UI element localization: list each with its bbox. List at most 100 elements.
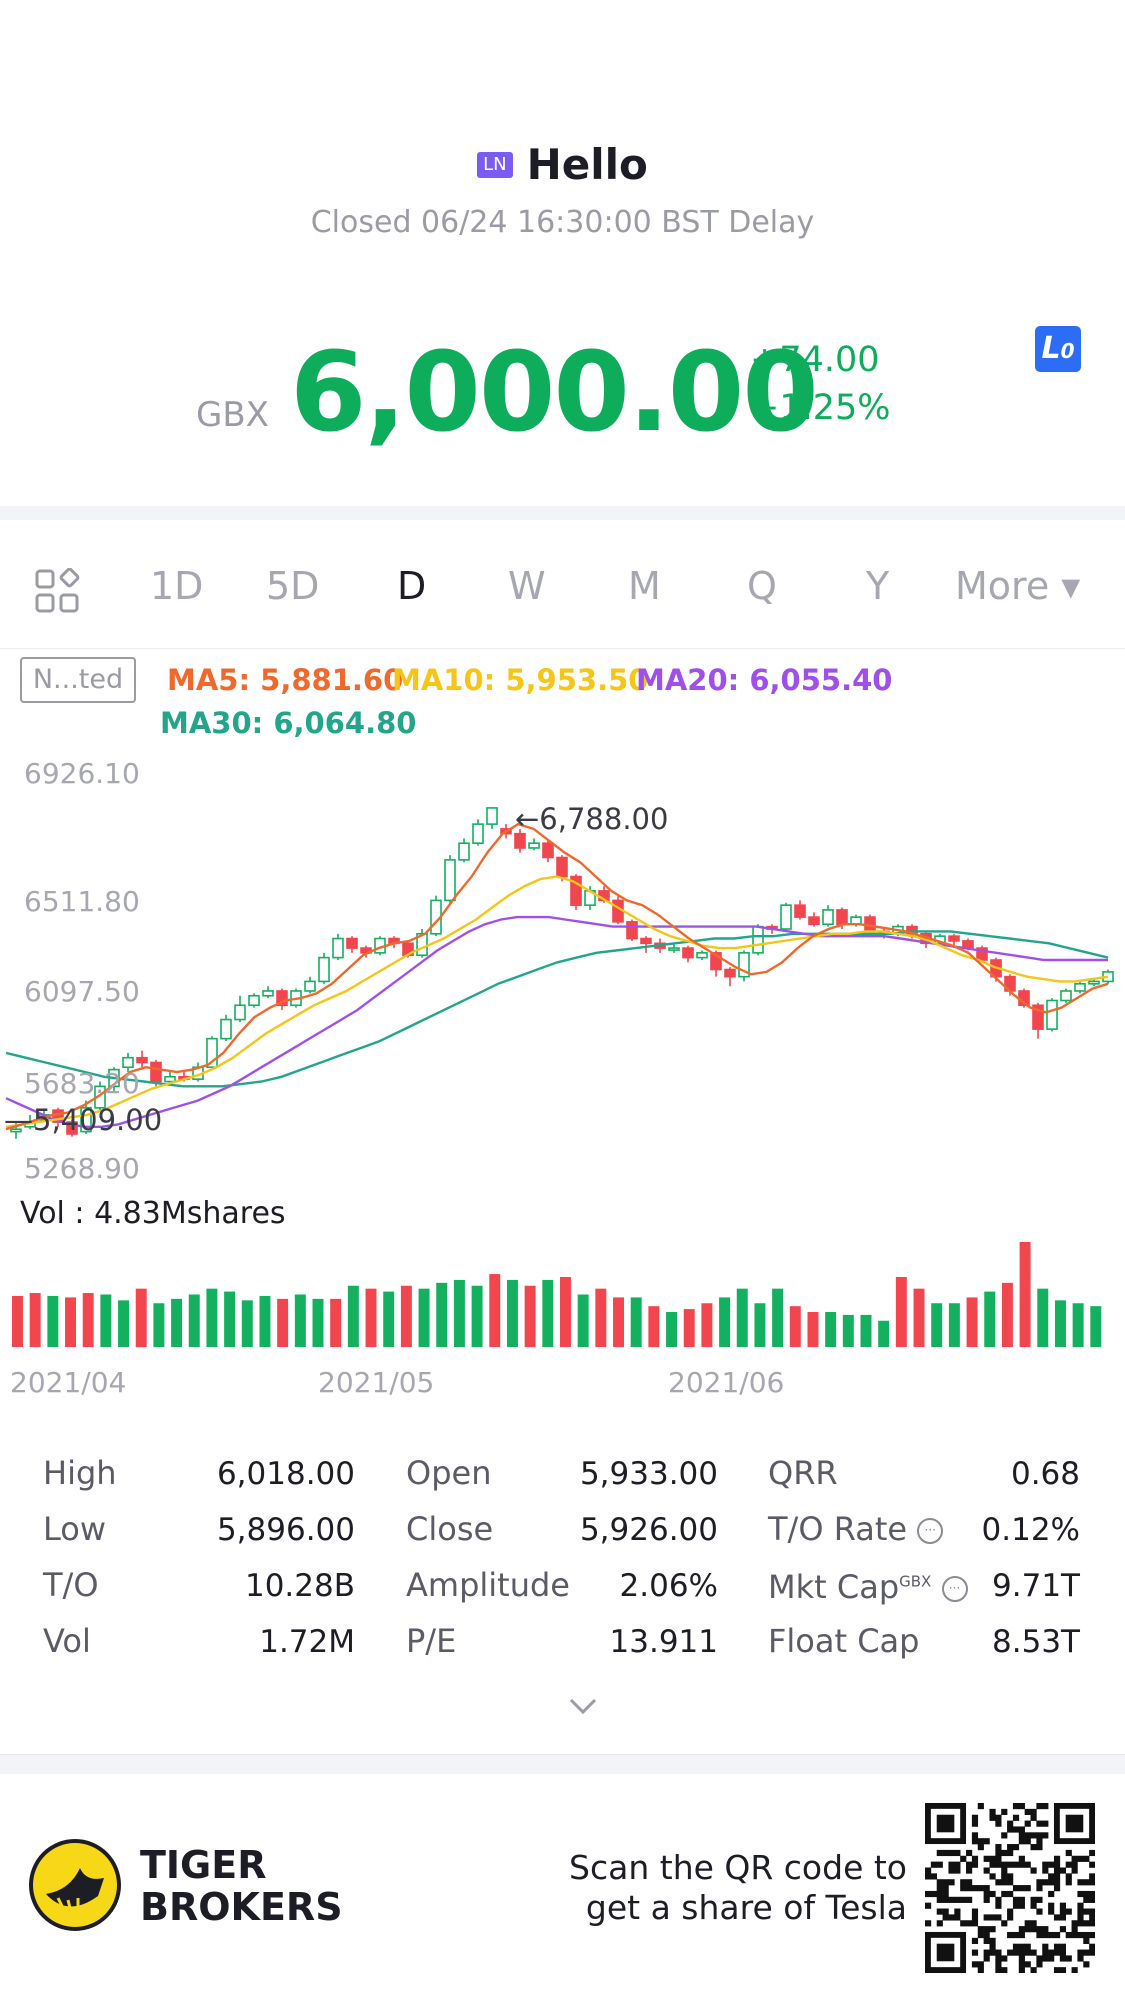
qr-module bbox=[1018, 1861, 1025, 1868]
period-tab-bar: 1D 5D D W M Q Y More ▾ bbox=[0, 548, 1125, 626]
qr-module bbox=[1042, 1867, 1049, 1874]
volume-bar bbox=[241, 1300, 253, 1347]
brand-line: BROKERS bbox=[140, 1885, 343, 1929]
volume-bar bbox=[577, 1294, 589, 1347]
qr-module bbox=[936, 1879, 943, 1886]
qr-module bbox=[989, 1808, 996, 1816]
qr-module bbox=[1007, 1826, 1014, 1833]
qr-module bbox=[1059, 1902, 1066, 1909]
qr-module bbox=[942, 1896, 949, 1903]
qr-module bbox=[1053, 1914, 1061, 1921]
qr-module bbox=[1024, 1920, 1031, 1927]
tab-yearly[interactable]: Y bbox=[866, 564, 890, 608]
qr-module bbox=[942, 1879, 949, 1886]
qr-module bbox=[966, 1879, 973, 1886]
qr-module bbox=[1012, 1885, 1020, 1892]
tab-5d[interactable]: 5D bbox=[266, 564, 320, 608]
qr-module bbox=[1012, 1949, 1020, 1956]
qr-module bbox=[1065, 1879, 1072, 1886]
volume-bar bbox=[754, 1303, 766, 1347]
qr-module bbox=[1030, 1902, 1037, 1909]
brand-line: TIGER bbox=[140, 1843, 267, 1887]
stat-value-high: 6,018.00 bbox=[216, 1456, 355, 1492]
qr-module bbox=[1024, 1961, 1031, 1968]
qr-module bbox=[995, 1849, 1002, 1857]
qr-module bbox=[1042, 1861, 1049, 1868]
candle-body bbox=[682, 947, 694, 959]
promo-footer: TIGER BROKERS Scan the QR code to get a … bbox=[0, 1774, 1125, 2003]
layout-grid-icon[interactable] bbox=[34, 568, 80, 614]
candle-body bbox=[696, 952, 708, 959]
ma5-line bbox=[5, 822, 1109, 1131]
qr-module bbox=[942, 1849, 949, 1857]
qr-module bbox=[1036, 1961, 1043, 1968]
tab-1d[interactable]: 1D bbox=[150, 564, 204, 608]
qr-module bbox=[966, 1920, 973, 1927]
stat-label-amplitude: Amplitude bbox=[406, 1566, 570, 1604]
qr-module bbox=[1089, 1920, 1095, 1927]
qr-module bbox=[1089, 1931, 1095, 1939]
qr-module bbox=[960, 1896, 967, 1903]
tab-monthly[interactable]: M bbox=[628, 564, 661, 608]
qr-module bbox=[1071, 1931, 1078, 1939]
volume-bar bbox=[630, 1297, 642, 1347]
volume-bar bbox=[277, 1298, 289, 1347]
qr-module bbox=[1030, 1896, 1037, 1903]
qr-module bbox=[1065, 1873, 1072, 1880]
info-icon[interactable]: ··· bbox=[917, 1518, 944, 1544]
volume-bar bbox=[807, 1312, 819, 1347]
qr-module bbox=[1018, 1838, 1025, 1845]
qr-module bbox=[942, 1914, 949, 1921]
candlestick-chart[interactable] bbox=[0, 740, 1125, 1400]
candle-body bbox=[1046, 999, 1058, 1030]
price-change: +74.00 bbox=[750, 340, 880, 380]
volume-bar bbox=[984, 1291, 996, 1347]
info-icon[interactable]: ··· bbox=[941, 1576, 968, 1602]
qr-module bbox=[971, 1961, 979, 1968]
qr-module bbox=[1012, 1861, 1020, 1868]
qr-module bbox=[995, 1879, 1002, 1886]
qr-module bbox=[1077, 1902, 1084, 1909]
tab-quarterly[interactable]: Q bbox=[747, 564, 777, 608]
qr-module bbox=[989, 1855, 996, 1862]
qr-module bbox=[1059, 1943, 1066, 1950]
qr-module bbox=[1030, 1926, 1037, 1933]
qr-module bbox=[930, 1890, 938, 1898]
volume-bar bbox=[948, 1303, 960, 1347]
qr-module bbox=[1083, 1961, 1090, 1968]
volume-bar bbox=[595, 1288, 607, 1347]
qr-module bbox=[1024, 1926, 1031, 1933]
qr-module bbox=[1071, 1855, 1078, 1862]
qr-module bbox=[1018, 1961, 1025, 1968]
qr-module bbox=[989, 1861, 996, 1868]
qr-code bbox=[925, 1803, 1095, 1973]
qr-module bbox=[1048, 1931, 1055, 1939]
qr-module bbox=[971, 1885, 979, 1892]
ma30-label: MA30: 6,064.80 bbox=[160, 706, 417, 740]
candle-body bbox=[486, 807, 498, 825]
tab-more-dropdown[interactable]: More ▾ bbox=[955, 564, 1081, 608]
candle-body bbox=[416, 932, 428, 957]
volume-bar bbox=[1001, 1282, 1013, 1347]
qr-module bbox=[1059, 1867, 1066, 1874]
candle-body bbox=[276, 990, 288, 1007]
tab-daily[interactable]: D bbox=[397, 564, 427, 608]
qr-module bbox=[1071, 1861, 1078, 1868]
volume-bar bbox=[330, 1298, 342, 1347]
qr-module bbox=[925, 1920, 932, 1927]
qr-module bbox=[960, 1885, 967, 1892]
qr-module bbox=[1042, 1832, 1049, 1839]
qr-module bbox=[1065, 1814, 1084, 1833]
stat-label-pe: P/E bbox=[406, 1622, 457, 1660]
qr-module bbox=[936, 1861, 943, 1868]
adjust-mode-selector[interactable]: N...ted bbox=[20, 657, 136, 703]
volume-bar bbox=[542, 1279, 554, 1347]
promo-line: Scan the QR code to bbox=[569, 1848, 907, 1887]
level-badge[interactable]: L0 bbox=[1035, 326, 1081, 372]
qr-module bbox=[1036, 1885, 1043, 1892]
volume-bar bbox=[47, 1295, 59, 1347]
tab-weekly[interactable]: W bbox=[508, 564, 546, 608]
qr-module bbox=[983, 1896, 990, 1903]
qr-module bbox=[983, 1955, 990, 1962]
chevron-down-icon[interactable] bbox=[567, 1690, 599, 1722]
